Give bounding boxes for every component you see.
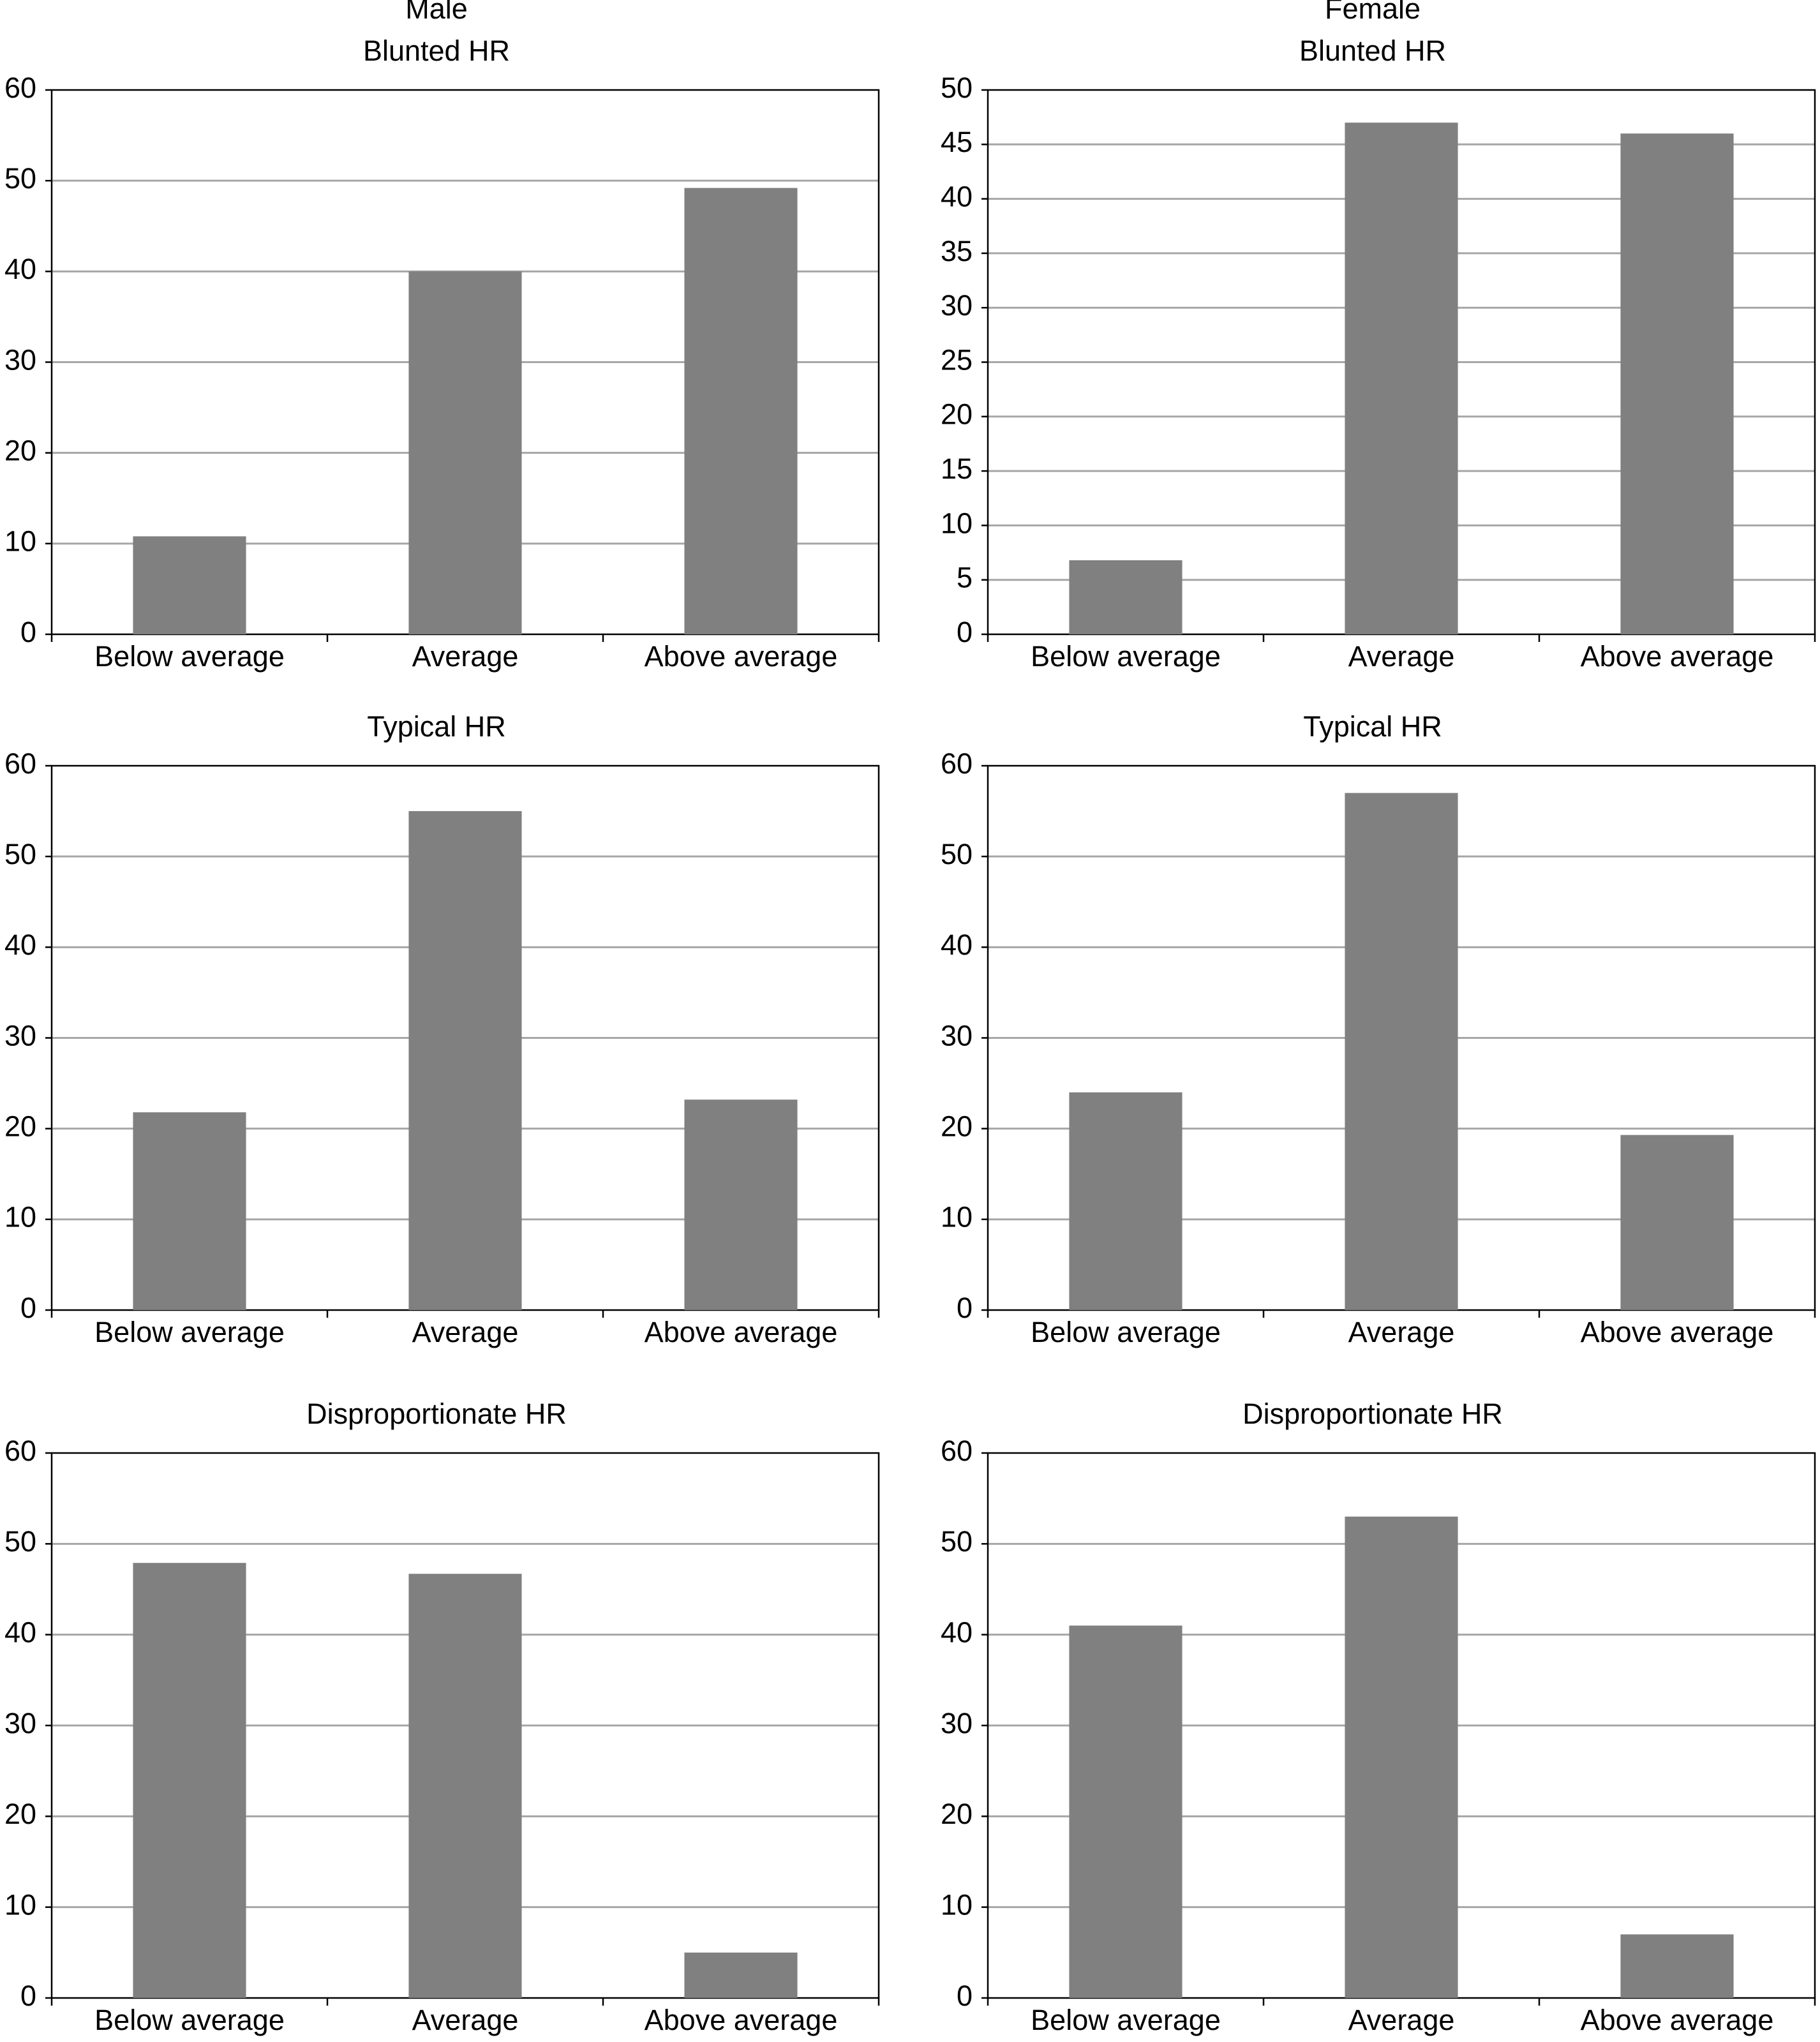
y-tick-label: 40: [4, 1616, 36, 1649]
y-tick-label: 60: [941, 1435, 973, 1467]
y-tick-label: 20: [4, 435, 36, 467]
bar: [133, 1563, 246, 1998]
x-tick-label: Average: [412, 1316, 519, 1348]
y-tick-label: 0: [957, 1979, 973, 2012]
y-tick-label: 20: [941, 1798, 973, 1830]
y-tick-label: 0: [20, 1292, 36, 1324]
y-tick-label: 10: [941, 1889, 973, 1921]
x-tick-label: Below average: [94, 2004, 285, 2036]
y-tick-label: 30: [4, 343, 36, 376]
x-tick-label: Above average: [645, 2004, 838, 2036]
y-tick-label: 50: [941, 838, 973, 870]
y-tick-label: 40: [941, 928, 973, 961]
chart-title: Disproportionate HR: [306, 1397, 567, 1430]
chart-title: Disproportionate HR: [1242, 1397, 1503, 1430]
x-tick-label: Below average: [1031, 640, 1221, 673]
bar: [1620, 1135, 1734, 1310]
x-tick-label: Above average: [1581, 640, 1774, 673]
chart-title: Typical HR: [367, 710, 506, 743]
y-tick-label: 50: [941, 71, 973, 104]
y-tick-label: 40: [941, 1616, 973, 1649]
bar: [1345, 793, 1458, 1310]
y-tick-label: 60: [4, 71, 36, 104]
y-tick-label: 35: [941, 235, 973, 267]
y-tick-label: 10: [4, 1201, 36, 1233]
y-tick-label: 60: [941, 747, 973, 780]
x-tick-label: Average: [1348, 2004, 1455, 2036]
x-tick-label: Above average: [1581, 1316, 1774, 1348]
bar: [1345, 123, 1458, 634]
bar: [408, 271, 522, 634]
chart-title: Female: [1325, 0, 1421, 25]
bar: [684, 188, 798, 634]
y-tick-label: 20: [941, 1110, 973, 1143]
y-tick-label: 50: [4, 838, 36, 870]
y-tick-label: 20: [4, 1798, 36, 1830]
y-tick-label: 50: [4, 162, 36, 195]
y-tick-label: 30: [4, 1707, 36, 1740]
y-tick-label: 5: [957, 562, 973, 594]
x-tick-label: Average: [412, 640, 519, 673]
chart-title: Male: [405, 0, 468, 25]
y-tick-label: 15: [941, 452, 973, 485]
y-tick-label: 50: [941, 1525, 973, 1558]
bar: [1069, 1625, 1182, 1998]
y-tick-label: 0: [957, 616, 973, 648]
bar: [408, 1574, 522, 1998]
bar: [133, 1112, 246, 1310]
y-tick-label: 40: [941, 180, 973, 212]
bar: [133, 536, 246, 634]
x-tick-label: Above average: [1581, 2004, 1774, 2036]
x-tick-label: Below average: [94, 1316, 285, 1348]
y-tick-label: 10: [941, 507, 973, 539]
bar: [684, 1952, 798, 1998]
y-tick-label: 50: [4, 1525, 36, 1558]
y-tick-label: 10: [4, 525, 36, 558]
y-tick-label: 30: [941, 1019, 973, 1052]
y-tick-label: 0: [20, 616, 36, 648]
bar: [1345, 1516, 1458, 1998]
bar: [408, 811, 522, 1310]
y-tick-label: 20: [941, 398, 973, 431]
y-tick-label: 10: [4, 1889, 36, 1921]
y-tick-label: 30: [941, 1707, 973, 1740]
bar: [684, 1099, 798, 1310]
y-tick-label: 0: [957, 1292, 973, 1324]
x-tick-label: Average: [1348, 640, 1455, 673]
x-tick-label: Below average: [94, 640, 285, 673]
y-tick-label: 30: [4, 1019, 36, 1052]
y-tick-label: 60: [4, 1435, 36, 1467]
y-tick-label: 40: [4, 928, 36, 961]
chart-subtitle: Blunted HR: [1299, 34, 1446, 67]
bar: [1620, 133, 1734, 635]
y-tick-label: 25: [941, 343, 973, 376]
x-tick-label: Above average: [645, 640, 838, 673]
y-tick-label: 20: [4, 1110, 36, 1143]
bar: [1620, 1934, 1734, 1998]
bar: [1069, 560, 1182, 634]
x-tick-label: Above average: [645, 1316, 838, 1348]
y-tick-label: 0: [20, 1979, 36, 2012]
x-tick-label: Below average: [1031, 1316, 1221, 1348]
y-tick-label: 60: [4, 747, 36, 780]
y-tick-label: 30: [941, 289, 973, 322]
x-tick-label: Average: [412, 2004, 519, 2036]
y-tick-label: 10: [941, 1201, 973, 1233]
y-tick-label: 40: [4, 253, 36, 285]
x-tick-label: Average: [1348, 1316, 1455, 1348]
chart-subtitle: Blunted HR: [363, 34, 510, 67]
y-tick-label: 45: [941, 126, 973, 158]
bar: [1069, 1092, 1182, 1310]
x-tick-label: Below average: [1031, 2004, 1221, 2036]
chart-title: Typical HR: [1303, 710, 1442, 743]
